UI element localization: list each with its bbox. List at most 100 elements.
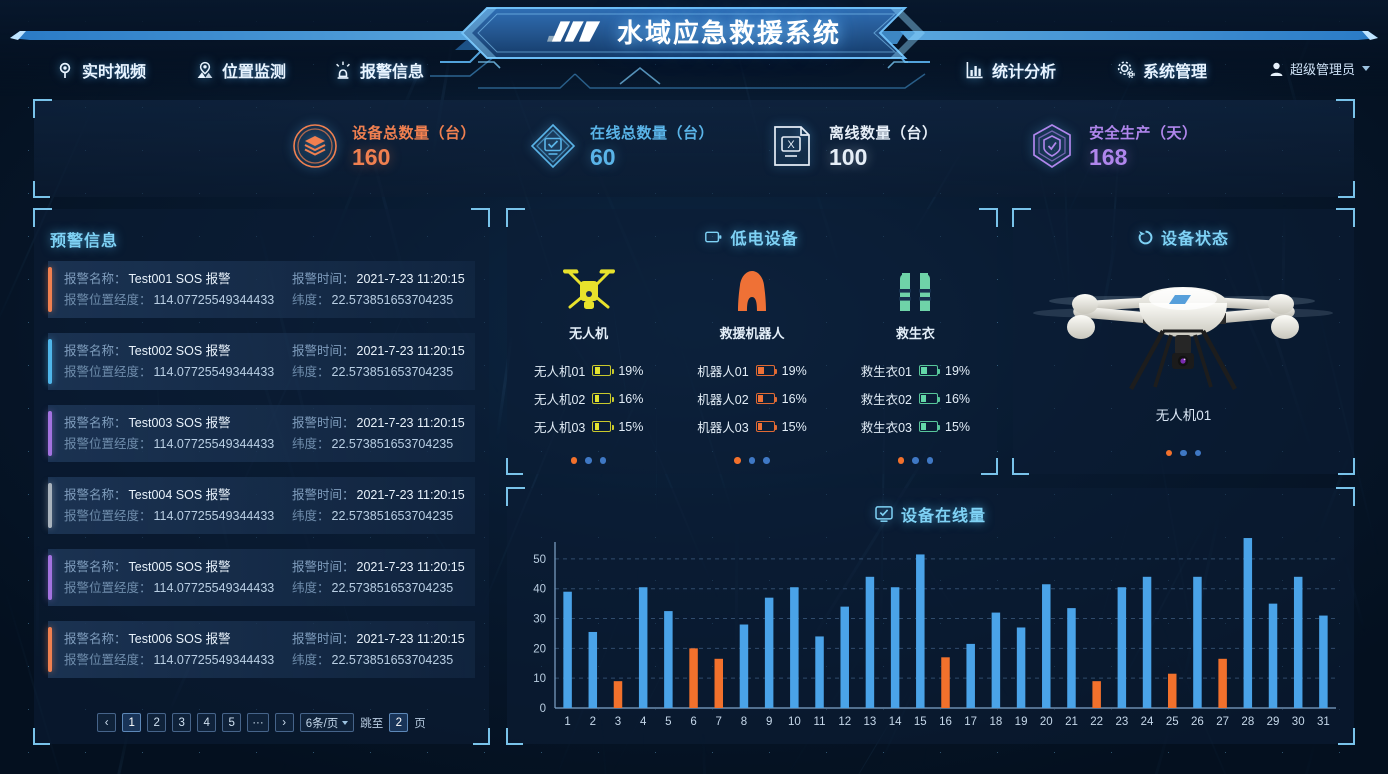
gear-icon <box>1117 61 1135 79</box>
bar-31[interactable] <box>1319 615 1328 708</box>
nav-item-统计分析[interactable]: 统计分析 <box>966 58 1056 82</box>
pagination-ellipsis[interactable]: ··· <box>247 713 269 732</box>
pagination-page-5[interactable]: 5 <box>222 713 242 732</box>
carousel-dot[interactable] <box>897 457 905 464</box>
nav-item-系统管理[interactable]: 系统管理 <box>1117 58 1207 82</box>
low-battery-item[interactable]: 救生衣03 15% <box>861 417 970 436</box>
alarm-lng-value: 114.07725549344433 <box>153 581 275 595</box>
device-status-dots[interactable] <box>1013 449 1354 456</box>
bar-22[interactable] <box>1092 681 1101 708</box>
bar-6[interactable] <box>689 648 698 708</box>
alarm-row[interactable]: 报警名称： Test005 SOS 报警 报警时间： 2021-7-23 11:20:… <box>48 549 475 606</box>
bar-4[interactable] <box>638 587 648 708</box>
layers-circle-icon <box>292 123 338 169</box>
alarm-row[interactable]: 报警名称： Test003 SOS 报警 报警时间： 2021-7-23 11:20:… <box>48 405 475 462</box>
carousel-dot[interactable] <box>748 457 756 464</box>
carousel-dot[interactable] <box>912 457 919 464</box>
bar-1[interactable] <box>563 591 572 708</box>
bar-11[interactable] <box>815 636 824 708</box>
low-battery-item[interactable]: 无人机02 16% <box>534 389 643 408</box>
alarm-name-label: 报警名称： <box>64 344 127 358</box>
bar-17[interactable] <box>966 643 975 708</box>
bar-18[interactable] <box>991 612 1001 708</box>
pagination-prev[interactable]: ‹ <box>97 713 117 732</box>
bar-12[interactable] <box>840 606 849 708</box>
pagination-page-2[interactable]: 2 <box>147 713 167 732</box>
carousel-dot[interactable] <box>1165 449 1173 456</box>
bar-8[interactable] <box>739 624 749 708</box>
bar-9[interactable] <box>764 597 774 708</box>
bar-27[interactable] <box>1218 658 1227 708</box>
pagination[interactable]: ‹ 1 2 3 4 5 ··· › 6条/页 跳至 2 页 <box>34 713 489 732</box>
bar-10[interactable] <box>790 587 799 708</box>
x-axis-tick: 1 <box>564 716 570 728</box>
alarm-row[interactable]: 报警名称： Test002 SOS 报警 报警时间： 2021-7-23 11:20:… <box>48 333 475 390</box>
bar-chart-icon <box>966 61 984 79</box>
low-battery-item[interactable]: 无人机03 15% <box>534 417 643 436</box>
bar-14[interactable] <box>890 587 900 708</box>
alarm-row[interactable]: 报警名称： Test001 SOS 报警 报警时间： 2021-7-23 11:20:… <box>48 261 475 318</box>
page-size-select[interactable]: 6条/页 <box>299 713 355 732</box>
pagination-page-4[interactable]: 4 <box>197 713 217 732</box>
bar-5[interactable] <box>664 611 673 708</box>
carousel-dot[interactable] <box>570 457 578 464</box>
carousel-dot[interactable] <box>734 457 741 464</box>
pagination-page-1[interactable]: 1 <box>122 713 142 732</box>
alarm-list: 报警名称： Test001 SOS 报警 报警时间： 2021-7-23 11:20:… <box>48 261 475 693</box>
carousel-dot[interactable] <box>599 457 607 464</box>
low-battery-item[interactable]: 机器人02 16% <box>697 389 806 408</box>
alarm-time-label: 报警时间： <box>292 632 355 646</box>
carousel-dot[interactable] <box>763 457 770 464</box>
bar-15[interactable] <box>916 554 925 708</box>
low-battery-item[interactable]: 机器人03 15% <box>697 417 806 436</box>
pagination-page-3[interactable]: 3 <box>172 713 192 732</box>
alarm-row-secondary: 报警位置经度： 114.07725549344433 纬度： 22.573851653… <box>64 650 475 671</box>
low-battery-item[interactable]: 救生衣02 16% <box>861 389 970 408</box>
alarm-lat-value: 22.573851653704235 <box>331 653 454 667</box>
x-axis-tick: 29 <box>1267 716 1280 728</box>
bar-24[interactable] <box>1142 576 1152 708</box>
carousel-dot[interactable] <box>926 457 934 464</box>
nav-item-label: 报警信息 <box>360 64 425 81</box>
bar-23[interactable] <box>1117 587 1127 708</box>
bar-26[interactable] <box>1193 576 1202 708</box>
monitor-check-icon <box>875 506 893 522</box>
user-menu[interactable]: 超级管理员 <box>1270 59 1370 78</box>
carousel-dot[interactable] <box>1194 449 1202 456</box>
bar-19[interactable] <box>1016 627 1026 708</box>
x-axis-tick: 22 <box>1090 716 1103 728</box>
jump-input[interactable]: 2 <box>389 713 409 732</box>
bar-30[interactable] <box>1293 576 1303 708</box>
bar-20[interactable] <box>1042 584 1051 708</box>
bar-13[interactable] <box>865 576 875 708</box>
x-axis-tick: 18 <box>989 716 1002 728</box>
low-battery-dots-2[interactable] <box>897 457 934 464</box>
bar-21[interactable] <box>1067 608 1076 708</box>
low-battery-dots-0[interactable] <box>570 457 607 464</box>
nav-item-位置监测[interactable]: 位置监测 <box>196 58 286 82</box>
low-battery-item[interactable]: 机器人01 19% <box>697 361 806 380</box>
header-decoration <box>10 7 1378 89</box>
bar-16[interactable] <box>941 657 950 708</box>
shield-hex-icon <box>1029 123 1075 169</box>
bar-28[interactable] <box>1243 538 1253 708</box>
bar-25[interactable] <box>1167 673 1177 708</box>
bar-29[interactable] <box>1268 603 1278 708</box>
low-battery-item-label: 救生衣01 <box>860 365 912 379</box>
alarm-accent-bar <box>48 483 52 528</box>
carousel-dot[interactable] <box>585 457 592 464</box>
nav-item-报警信息[interactable]: 报警信息 <box>334 58 424 82</box>
low-battery-dots-1[interactable] <box>734 457 770 464</box>
bar-3[interactable] <box>613 681 623 708</box>
pagination-next[interactable]: › <box>274 713 294 732</box>
main-navigation[interactable]: 实时视频 位置监测 报警信息 统计分析 系统管理 <box>0 58 1388 86</box>
carousel-dot[interactable] <box>1180 449 1187 456</box>
alarm-row[interactable]: 报警名称： Test004 SOS 报警 报警时间： 2021-7-23 11:20:… <box>48 477 475 534</box>
nav-item-实时视频[interactable]: 实时视频 <box>56 58 146 82</box>
low-battery-item[interactable]: 无人机01 19% <box>534 361 643 380</box>
alarm-row[interactable]: 报警名称： Test006 SOS 报警 报警时间： 2021-7-23 11:20:… <box>48 621 475 678</box>
bar-7[interactable] <box>714 658 724 708</box>
bar-2[interactable] <box>588 631 598 708</box>
low-battery-item[interactable]: 救生衣01 19% <box>861 361 970 380</box>
low-battery-item-percent: 19% <box>618 363 644 378</box>
